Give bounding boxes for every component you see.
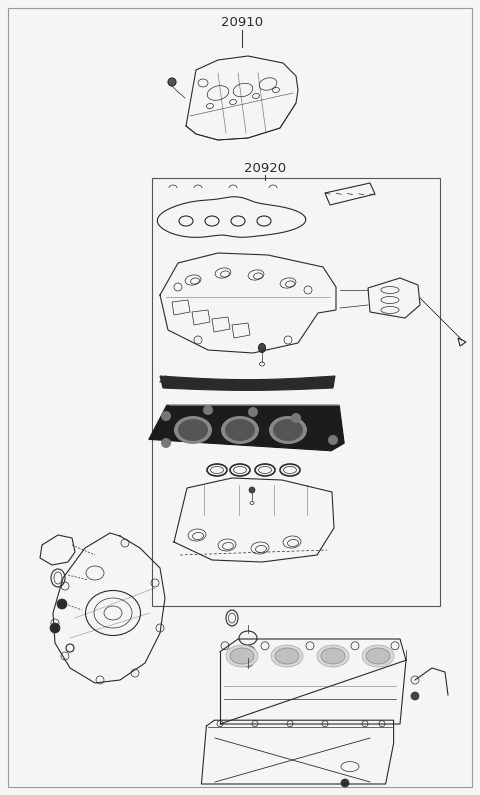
Ellipse shape	[317, 645, 349, 667]
Ellipse shape	[321, 648, 345, 664]
Polygon shape	[149, 405, 344, 451]
Circle shape	[161, 411, 171, 421]
Ellipse shape	[178, 419, 208, 441]
Ellipse shape	[230, 648, 254, 664]
Text: 20910: 20910	[221, 15, 263, 29]
Circle shape	[411, 692, 419, 700]
Circle shape	[57, 599, 67, 609]
Circle shape	[249, 487, 255, 493]
Ellipse shape	[174, 416, 212, 444]
Bar	[152, 178, 440, 606]
Circle shape	[328, 435, 338, 445]
Circle shape	[203, 405, 213, 415]
Ellipse shape	[259, 343, 265, 352]
Ellipse shape	[273, 419, 303, 441]
Circle shape	[161, 438, 171, 448]
Ellipse shape	[366, 648, 390, 664]
Circle shape	[50, 623, 60, 633]
Ellipse shape	[269, 416, 307, 444]
Text: 20920: 20920	[244, 161, 286, 174]
Circle shape	[341, 779, 349, 787]
Circle shape	[248, 407, 258, 417]
Circle shape	[291, 413, 301, 423]
Ellipse shape	[221, 416, 259, 444]
Ellipse shape	[225, 419, 255, 441]
Polygon shape	[160, 376, 335, 390]
Ellipse shape	[271, 645, 303, 667]
Ellipse shape	[362, 645, 394, 667]
Ellipse shape	[275, 648, 299, 664]
Ellipse shape	[168, 78, 176, 86]
Ellipse shape	[226, 645, 258, 667]
